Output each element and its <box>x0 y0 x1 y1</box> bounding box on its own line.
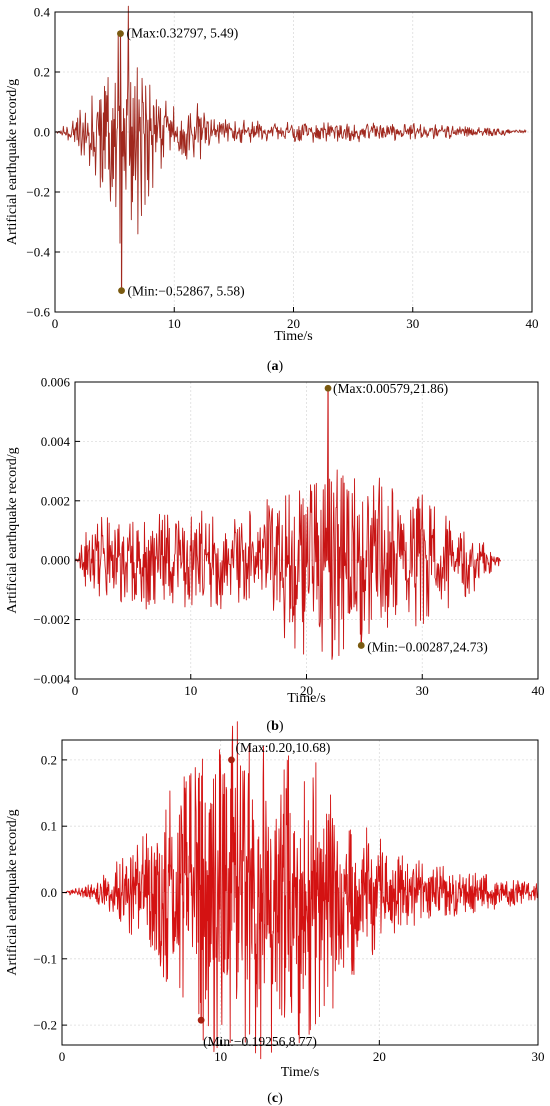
y-axis-label-a: Artificial earthquake record/g <box>5 79 20 245</box>
y-tick-label: −0.2 <box>26 185 50 200</box>
x-tick-label: 0 <box>52 316 59 331</box>
x-tick-label: 30 <box>532 1049 545 1064</box>
caption-letter-a: a <box>272 359 279 374</box>
y-tick-label: 0.2 <box>41 752 57 767</box>
x-tick-label: 20 <box>287 316 300 331</box>
panel-a: 0 10 20 30 40 −0.6 −0.4 −0.2 0.0 0.2 0.4 (Max:0.32… <box>5 5 539 375</box>
max-point-label: (Max:0.32797, 5.49) <box>126 26 238 41</box>
annotations-c: (Max:0.20,10.68) (Min:−0.19256,8.77) <box>197 740 330 1049</box>
min-point-label: (Min:−0.00287,24.73) <box>367 639 488 654</box>
y-tick-label: −0.1 <box>33 951 57 966</box>
min-point-marker <box>197 1016 205 1024</box>
signal-b <box>74 387 502 660</box>
ticks-a: 0 10 20 30 40 −0.6 −0.4 −0.2 0.0 0.2 0.4 <box>26 5 538 332</box>
series-line <box>54 5 527 292</box>
max-point-marker <box>324 384 332 392</box>
caption-letter-c: c <box>272 1091 278 1106</box>
x-axis-label-b: Time/s <box>287 691 325 706</box>
ticks-b: 0 10 20 30 40 −0.004 −0.002 0.000 0.002 0.004 0.00… <box>33 375 544 699</box>
x-tick-label: 10 <box>214 1049 227 1064</box>
x-tick-label: 10 <box>184 683 197 698</box>
signal-c <box>61 721 539 1060</box>
y-tick-label: −0.6 <box>26 305 50 320</box>
y-tick-label: −0.004 <box>33 672 70 687</box>
y-axis-label-b: Artificial earthquake record/g <box>5 447 20 613</box>
y-tick-label: −0.2 <box>33 1018 57 1033</box>
x-axis-label-c: Time/s <box>281 1065 319 1080</box>
signal-a <box>54 5 527 292</box>
x-tick-label: 30 <box>416 683 429 698</box>
y-tick-label: 0.004 <box>41 434 71 449</box>
max-point-label: (Max:0.20,10.68) <box>235 740 330 755</box>
caption-c: (c) <box>267 1091 283 1106</box>
y-tick-label: 0.006 <box>41 375 71 390</box>
panel-b: 0 10 20 30 40 −0.004 −0.002 0.000 0.002 0.004 0.00… <box>5 375 545 735</box>
y-tick-label: 0.4 <box>34 5 51 20</box>
x-tick-label: 30 <box>406 316 419 331</box>
y-tick-label: 0.0 <box>41 885 57 900</box>
y-tick-label: −0.4 <box>26 245 50 260</box>
y-tick-label: 0.000 <box>41 553 70 568</box>
x-tick-label: 40 <box>526 316 539 331</box>
x-axis-label-a: Time/s <box>274 329 312 344</box>
x-tick-label: 0 <box>59 1049 66 1064</box>
x-tick-label: 40 <box>532 683 545 698</box>
max-point-marker <box>117 30 124 38</box>
min-point-marker <box>357 642 365 649</box>
x-tick-label: 0 <box>72 683 79 698</box>
y-tick-label: 0.2 <box>34 65 50 80</box>
min-point-label: (Min:−0.52867, 5.58) <box>128 284 245 299</box>
max-point-label: (Max:0.00579,21.86) <box>333 381 448 396</box>
y-axis-label-c: Artificial earthquake record/g <box>5 809 20 975</box>
series-line <box>74 387 502 660</box>
y-tick-label: 0.002 <box>41 493 70 508</box>
x-tick-label: 10 <box>168 316 181 331</box>
y-tick-label: −0.002 <box>33 612 70 627</box>
x-tick-label: 20 <box>300 683 313 698</box>
y-tick-label: 0.0 <box>34 125 50 140</box>
annotations-a: (Max:0.32797, 5.49) (Min:−0.52867, 5.58) <box>117 26 245 299</box>
x-tick-label: 20 <box>373 1049 386 1064</box>
annotations-b: (Max:0.00579,21.86) (Min:−0.00287,24.73) <box>324 381 488 654</box>
caption-b: (b) <box>266 719 283 734</box>
min-point-marker <box>118 287 125 295</box>
caption-a: (a) <box>267 359 284 374</box>
caption-letter-b: b <box>271 719 279 734</box>
ticks-c: 0 10 20 30 −0.2 −0.1 0.0 0.1 0.2 <box>33 752 544 1064</box>
max-point-marker <box>228 756 235 764</box>
series-line <box>61 721 539 1060</box>
min-point-label: (Min:−0.19256,8.77) <box>203 1034 317 1049</box>
panel-c: 0 10 20 30 −0.2 −0.1 0.0 0.1 0.2 (Max:0.20,10.68… <box>5 721 545 1106</box>
y-tick-label: 0.1 <box>41 819 57 834</box>
